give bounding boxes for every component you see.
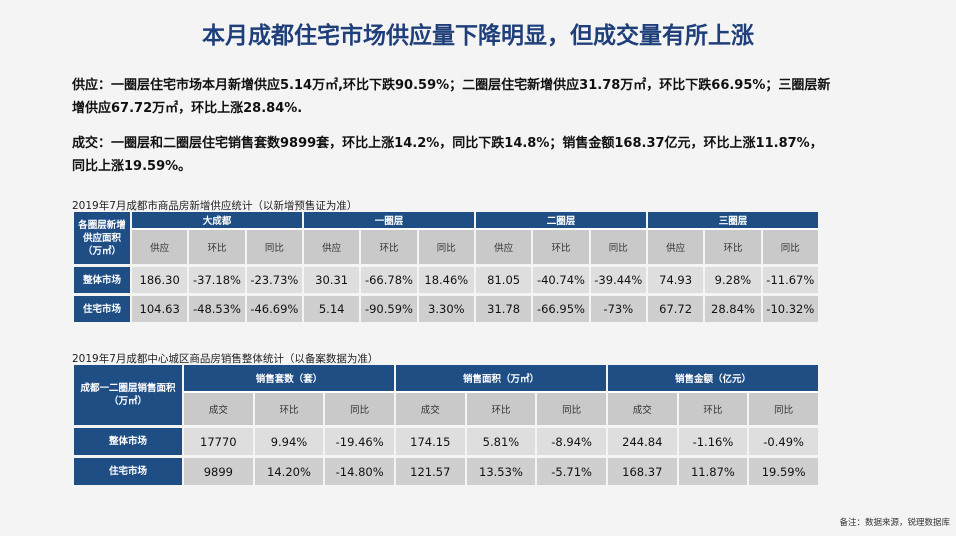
table-cell: -66.78%: [361, 267, 417, 293]
table-cell: -1.16%: [678, 428, 748, 455]
table-cell: -8.94%: [537, 428, 606, 455]
corner-header: 成都一二圈层销售面积（万㎡）: [74, 365, 182, 425]
row-label: 整体市场: [74, 428, 182, 455]
table-row: 住宅市场 9899 14.20% -14.80% 121.57 13.53% -5.71% 1…: [74, 458, 818, 485]
sub-header: 同比: [762, 230, 818, 264]
table-cell: -0.49%: [749, 428, 818, 455]
table2-caption: 2019年7月成都中心城区商品房销售整体统计（以备案数据为准）: [72, 353, 379, 365]
table-cell: -23.73%: [246, 267, 302, 293]
table-cell: -19.46%: [325, 428, 394, 455]
sub-header: 同比: [325, 393, 394, 425]
table-cell: -11.67%: [762, 267, 818, 293]
sub-header: 供应: [647, 230, 704, 264]
table-cell: 14.20%: [254, 458, 324, 485]
group-header: 大成都: [132, 212, 302, 230]
table-cell: 30.31: [303, 267, 360, 293]
table-cell: 104.63: [132, 296, 188, 322]
table-cell: 81.05: [475, 267, 532, 293]
table-cell: 174.15: [395, 428, 465, 455]
group-header: 一圈层: [303, 212, 474, 230]
sub-header: 环比: [189, 230, 245, 264]
table-cell: 9.28%: [705, 267, 761, 293]
sub-header: 供应: [132, 230, 188, 264]
table-cell: 168.37: [607, 458, 677, 485]
table-cell: 11.87%: [678, 458, 748, 485]
table-cell: -46.69%: [246, 296, 302, 322]
sub-header: 环比: [533, 230, 589, 264]
sub-header: 成交: [607, 393, 677, 425]
sub-header: 环比: [466, 393, 536, 425]
table-cell: -48.53%: [189, 296, 245, 322]
sub-header: 环比: [254, 393, 324, 425]
table-cell: 186.30: [132, 267, 188, 293]
supply-table: 各圈层新增供应面积（万㎡） 大成都 一圈层 二圈层 三圈层 供应 环比 同比 供应 环比 同比 供应环…: [72, 212, 820, 322]
sub-header: 同比: [590, 230, 646, 264]
table-cell: 28.84%: [705, 296, 761, 322]
sub-header: 同比: [246, 230, 302, 264]
deal-summary: 成交：一圈层和二圈层住宅销售套数9899套，环比上涨14.2%，同比下跌14.8…: [72, 136, 823, 174]
table-cell: 3.30%: [418, 296, 474, 322]
row-label: 住宅市场: [74, 458, 182, 485]
sub-header: 成交: [184, 393, 253, 425]
group-header: 销售面积（万㎡）: [395, 365, 606, 393]
table-cell: -90.59%: [361, 296, 417, 322]
table-cell: -39.44%: [590, 267, 646, 293]
table-cell: -40.74%: [533, 267, 589, 293]
table-cell: 244.84: [607, 428, 677, 455]
table-cell: -10.32%: [762, 296, 818, 322]
footer-note: 备注：数据来源，锐理数据库: [839, 518, 950, 528]
sub-header: 同比: [418, 230, 474, 264]
table-cell: 121.57: [395, 458, 465, 485]
group-header: 销售套数（套）: [184, 365, 394, 393]
table-cell: -37.18%: [189, 267, 245, 293]
sub-header: 供应: [475, 230, 532, 264]
supply-summary: 供应：一圈层住宅市场本月新增供应5.14万㎡,环比下跌90.59%；二圈层住宅新…: [72, 78, 831, 116]
table-row: 整体市场 17770 9.94% -19.46% 174.15 5.81% -8.94% 24…: [74, 428, 818, 455]
table-cell: 74.93: [647, 267, 704, 293]
table-cell: 19.59%: [749, 458, 818, 485]
table-cell: 9899: [184, 458, 253, 485]
sub-header: 环比: [705, 230, 761, 264]
sub-header: 同比: [749, 393, 818, 425]
table-cell: 9.94%: [254, 428, 324, 455]
table-cell: -14.80%: [325, 458, 394, 485]
table-cell: 18.46%: [418, 267, 474, 293]
sub-header: 同比: [537, 393, 606, 425]
row-label: 整体市场: [74, 267, 130, 293]
page-title: 本月成都住宅市场供应量下降明显，但成交量有所上涨: [202, 23, 754, 49]
table-cell: 13.53%: [466, 458, 536, 485]
group-header: 三圈层: [647, 212, 818, 230]
table-row: 住宅市场 104.63 -48.53% -46.69% 5.14 -90.59% 3.30%…: [74, 296, 818, 322]
sales-table: 成都一二圈层销售面积（万㎡） 销售套数（套） 销售面积（万㎡） 销售金额（亿元） 成交环…: [72, 365, 820, 485]
sub-header: 环比: [361, 230, 417, 264]
corner-header: 各圈层新增供应面积（万㎡）: [74, 212, 130, 264]
table-cell: 17770: [184, 428, 253, 455]
group-header: 销售金额（亿元）: [607, 365, 818, 393]
row-label: 住宅市场: [74, 296, 130, 322]
sub-header: 成交: [395, 393, 465, 425]
group-header: 二圈层: [475, 212, 646, 230]
sub-header: 环比: [678, 393, 748, 425]
table-cell: -66.95%: [533, 296, 589, 322]
table-cell: -5.71%: [537, 458, 606, 485]
table-cell: 5.14: [303, 296, 360, 322]
table1-caption: 2019年7月成都市商品房新增供应统计（以新增预售证为准）: [72, 200, 358, 212]
table-cell: 67.72: [647, 296, 704, 322]
table-cell: 5.81%: [466, 428, 536, 455]
table-cell: -73%: [590, 296, 646, 322]
sub-header: 供应: [303, 230, 360, 264]
table-cell: 31.78: [475, 296, 532, 322]
table-row: 整体市场 186.30 -37.18% -23.73% 30.31 -66.78% 18.4…: [74, 267, 818, 293]
